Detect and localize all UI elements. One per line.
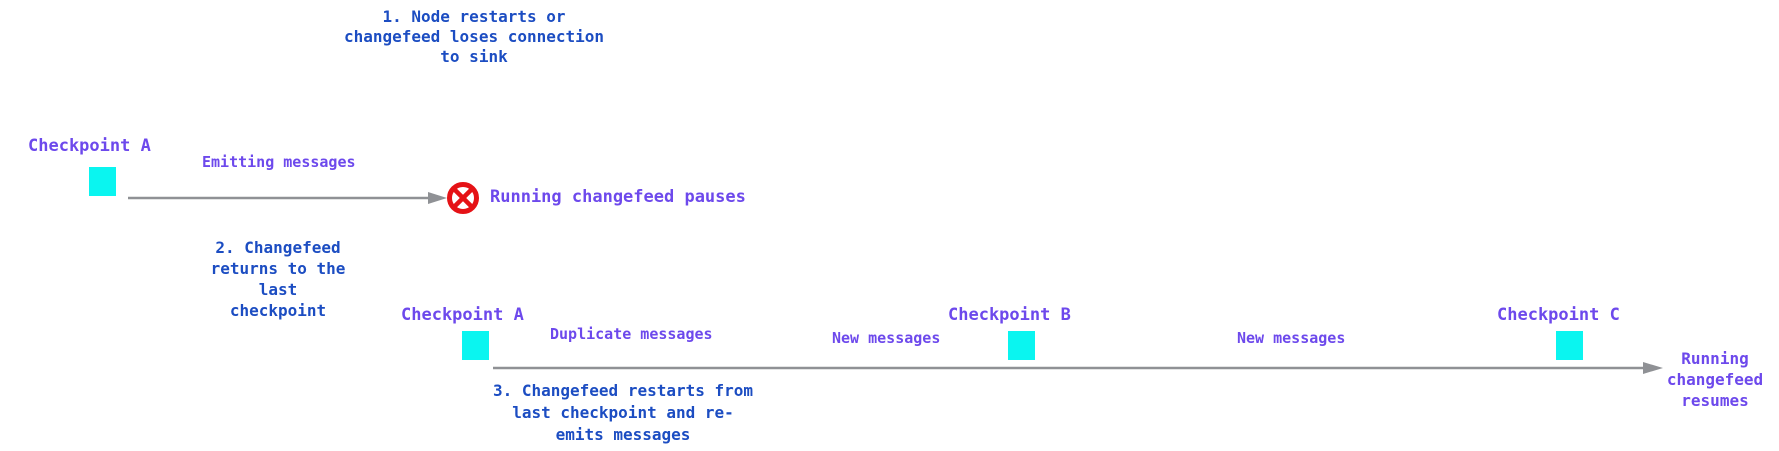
new-messages-label-2: New messages <box>1237 329 1346 347</box>
checkpoint-a-marker-timeline2 <box>462 331 489 360</box>
new-messages-label-1: New messages <box>832 329 941 347</box>
note-restarts-reemits: 3. Changefeed restarts from last checkpo… <box>492 381 754 444</box>
checkpoint-a-label-timeline1: Checkpoint A <box>28 136 151 156</box>
pause-x-circle-icon <box>447 182 479 214</box>
checkpoint-a-marker-timeline1 <box>89 167 116 196</box>
emitting-messages-label: Emitting messages <box>202 153 356 171</box>
note-returns-to-checkpoint: 2. Changefeed returns to the last checkp… <box>210 238 346 320</box>
running-changefeed-resumes-label: Running changefeed resumes <box>1666 349 1764 410</box>
timeline2-arrow <box>493 362 1663 374</box>
checkpoint-b-marker <box>1008 331 1035 360</box>
duplicate-messages-label: Duplicate messages <box>550 325 713 343</box>
checkpoint-b-label: Checkpoint B <box>948 305 1071 325</box>
checkpoint-c-label: Checkpoint C <box>1497 305 1620 325</box>
timeline1-arrow <box>128 192 447 204</box>
checkpoint-c-marker <box>1556 331 1583 360</box>
note-node-restarts: 1. Node restarts or changefeed loses con… <box>343 7 605 66</box>
running-changefeed-pauses-label: Running changefeed pauses <box>490 187 746 207</box>
checkpoint-a-label-timeline2: Checkpoint A <box>401 305 524 325</box>
